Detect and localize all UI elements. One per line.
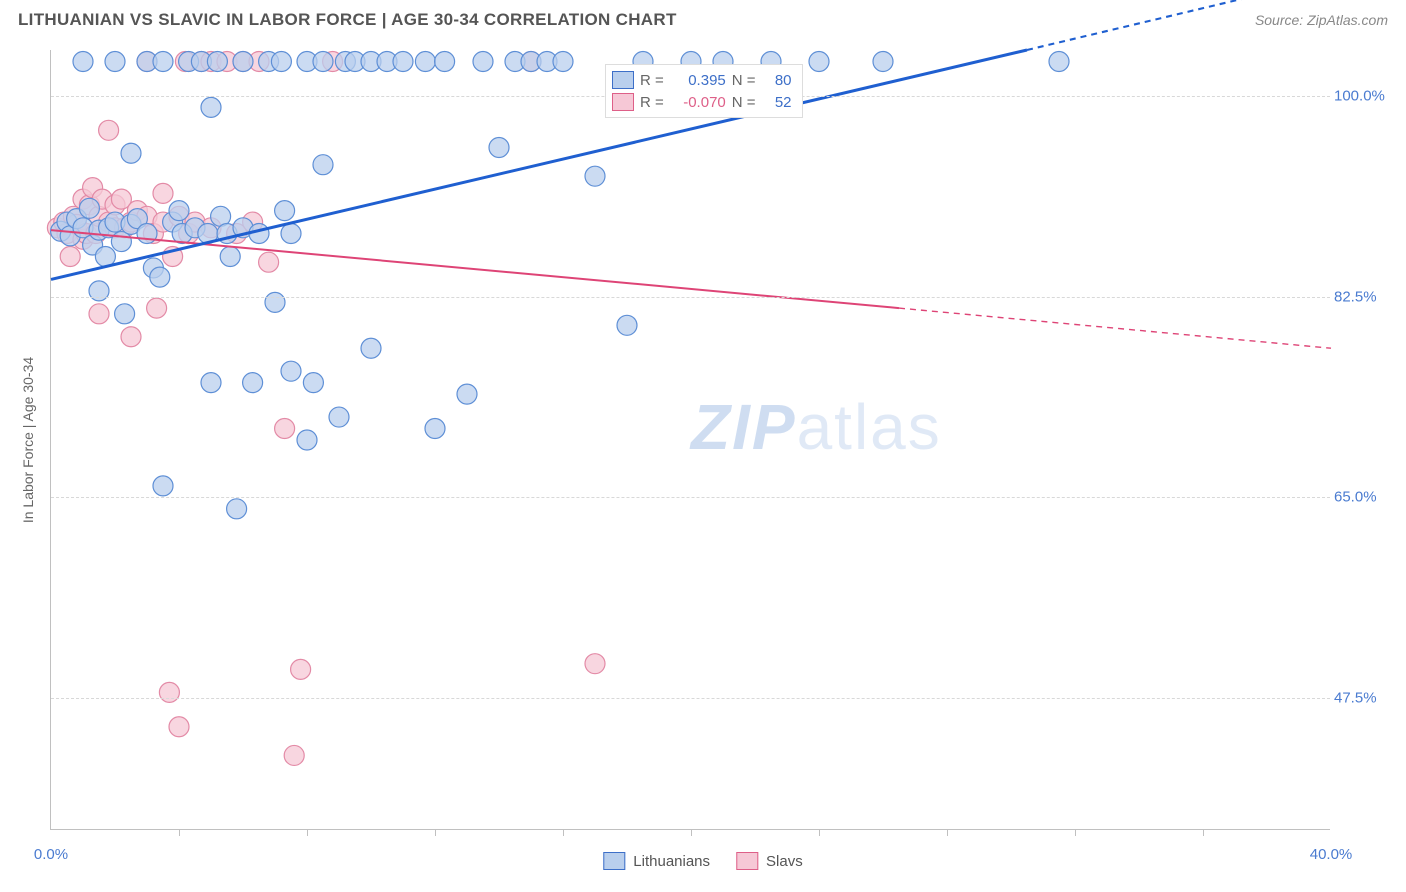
slavs-point xyxy=(275,419,295,439)
series-legend: Lithuanians Slavs xyxy=(603,852,802,870)
slavs-trendline-extrap xyxy=(899,308,1331,348)
y-tick-label: 65.0% xyxy=(1334,489,1394,506)
lithuanians-point xyxy=(150,267,170,287)
lithuanians-point xyxy=(297,430,317,450)
n-label: N = xyxy=(732,72,756,89)
legend-label: Lithuanians xyxy=(633,853,710,870)
gridline xyxy=(51,297,1330,298)
gridline xyxy=(51,698,1330,699)
lithuanians-point xyxy=(1049,51,1069,71)
lithuanians-trendline xyxy=(51,50,1027,279)
chart-title: LITHUANIAN VS SLAVIC IN LABOR FORCE | AG… xyxy=(18,10,677,30)
slavs-point xyxy=(121,327,141,347)
lithuanians-point xyxy=(425,419,445,439)
y-axis-title: In Labor Force | Age 30-34 xyxy=(20,357,36,523)
lithuanians-point xyxy=(201,97,221,117)
chart-plot-area: 47.5%65.0%82.5%100.0%0.0%40.0%ZIPatlas xyxy=(50,50,1330,830)
lithuanians-point xyxy=(303,373,323,393)
r-label: R = xyxy=(640,94,664,111)
lithuanians-point xyxy=(393,51,413,71)
y-tick-label: 100.0% xyxy=(1334,87,1394,104)
legend-swatch xyxy=(736,852,758,870)
slavs-point xyxy=(159,682,179,702)
lithuanians-point xyxy=(415,51,435,71)
x-tick xyxy=(947,829,948,836)
slavs-point xyxy=(99,120,119,140)
slavs-point xyxy=(147,298,167,318)
lithuanians-point xyxy=(275,201,295,221)
x-axis-label: 0.0% xyxy=(34,846,68,863)
r-value: 0.395 xyxy=(670,72,726,89)
x-axis-label: 40.0% xyxy=(1310,846,1353,863)
x-tick xyxy=(691,829,692,836)
lithuanians-point xyxy=(585,166,605,186)
lithuanians-point xyxy=(281,224,301,244)
lithuanians-point xyxy=(617,315,637,335)
slavs-point xyxy=(89,304,109,324)
legend-swatch xyxy=(612,93,634,111)
slavs-point xyxy=(169,717,189,737)
x-tick xyxy=(1203,829,1204,836)
corr-row: R = 0.395 N = 80 xyxy=(612,69,792,91)
y-tick-label: 47.5% xyxy=(1334,690,1394,707)
lithuanians-point xyxy=(153,51,173,71)
lithuanians-point xyxy=(873,51,893,71)
plot-svg xyxy=(51,50,1331,830)
r-label: R = xyxy=(640,72,664,89)
n-value: 80 xyxy=(762,72,792,89)
lithuanians-point xyxy=(105,51,125,71)
n-value: 52 xyxy=(762,94,792,111)
slavs-point xyxy=(153,183,173,203)
lithuanians-point xyxy=(121,143,141,163)
lithuanians-point xyxy=(281,361,301,381)
lithuanians-point xyxy=(227,499,247,519)
legend-item: Lithuanians xyxy=(603,852,710,870)
lithuanians-point xyxy=(489,138,509,158)
lithuanians-point xyxy=(220,246,240,266)
lithuanians-point xyxy=(73,51,93,71)
y-tick-label: 82.5% xyxy=(1334,288,1394,305)
lithuanians-point xyxy=(89,281,109,301)
legend-label: Slavs xyxy=(766,853,803,870)
lithuanians-point xyxy=(271,51,291,71)
correlation-legend: R = 0.395 N = 80 R = -0.070 N = 52 xyxy=(605,64,803,118)
lithuanians-point xyxy=(329,407,349,427)
lithuanians-point xyxy=(115,304,135,324)
lithuanians-point xyxy=(361,338,381,358)
corr-row: R = -0.070 N = 52 xyxy=(612,91,792,113)
slavs-point xyxy=(291,659,311,679)
lithuanians-point xyxy=(201,373,221,393)
legend-swatch xyxy=(603,852,625,870)
lithuanians-point xyxy=(233,51,253,71)
x-tick xyxy=(307,829,308,836)
legend-swatch xyxy=(612,71,634,89)
lithuanians-point xyxy=(313,51,333,71)
slavs-point xyxy=(259,252,279,272)
lithuanians-point xyxy=(265,292,285,312)
n-label: N = xyxy=(732,94,756,111)
lithuanians-point xyxy=(243,373,263,393)
r-value: -0.070 xyxy=(670,94,726,111)
lithuanians-point xyxy=(79,198,99,218)
lithuanians-point xyxy=(153,476,173,496)
lithuanians-point xyxy=(169,201,189,221)
lithuanians-point xyxy=(553,51,573,71)
slavs-point xyxy=(585,654,605,674)
gridline xyxy=(51,497,1330,498)
lithuanians-point xyxy=(473,51,493,71)
legend-item: Slavs xyxy=(736,852,803,870)
slavs-point xyxy=(284,745,304,765)
slavs-point xyxy=(60,246,80,266)
x-tick xyxy=(179,829,180,836)
x-tick xyxy=(1075,829,1076,836)
source-label: Source: ZipAtlas.com xyxy=(1255,12,1388,28)
x-tick xyxy=(819,829,820,836)
lithuanians-point xyxy=(435,51,455,71)
x-tick xyxy=(563,829,564,836)
lithuanians-point xyxy=(313,155,333,175)
x-tick xyxy=(435,829,436,836)
lithuanians-point xyxy=(809,51,829,71)
lithuanians-point xyxy=(457,384,477,404)
lithuanians-point xyxy=(207,51,227,71)
